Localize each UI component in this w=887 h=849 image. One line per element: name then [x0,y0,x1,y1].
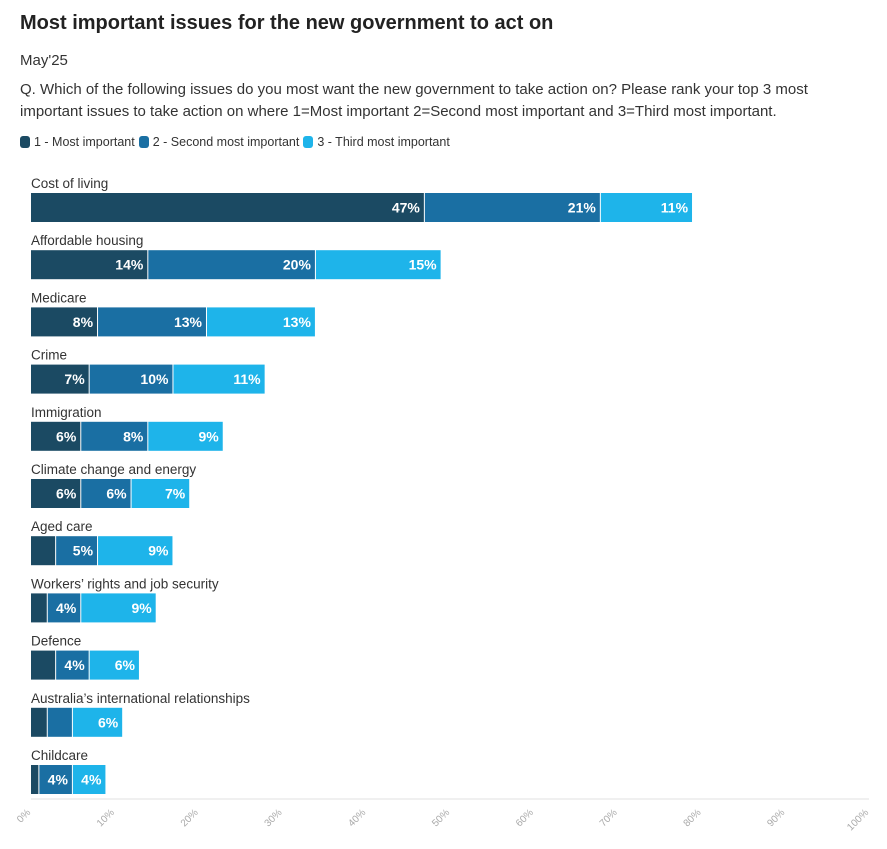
data-label: 7% [165,486,186,502]
legend-item-third-most-important[interactable]: 3 - Third most important [303,135,450,149]
bar-segment[interactable] [148,250,315,280]
x-tick-label: 30% [263,807,285,829]
bar-segment[interactable] [31,707,47,737]
bar-segment[interactable] [131,479,190,508]
legend-item-most-important[interactable]: 1 - Most important [20,135,135,149]
bar-segment[interactable] [31,307,98,337]
category-label: Australia’s international relationships [31,691,250,706]
bar-segment[interactable] [81,421,148,451]
category-label: Medicare [31,290,87,305]
data-label: 9% [131,600,152,616]
bar-segment[interactable] [206,307,315,337]
bar-segment[interactable] [31,421,81,451]
bar-segment[interactable] [600,193,693,222]
category-label: Aged care [31,519,93,534]
data-label: 11% [661,200,689,216]
category-label: Affordable housing [31,233,143,248]
bar-segment[interactable] [98,307,206,337]
data-label: 4% [56,600,77,616]
legend-item-second-most-important[interactable]: 2 - Second most important [138,135,300,149]
chart-subtitle: May'25 [20,52,68,69]
chart-legend: 1 - Most important 2 - Second most impor… [20,135,454,149]
data-label: 5% [73,543,94,559]
legend-label: 2 - Second most important [152,135,300,149]
x-tick-label: 90% [765,807,787,829]
category-label: Immigration [31,405,102,420]
bar-segment[interactable] [148,421,223,451]
bar-segment[interactable] [424,193,600,222]
category-label: Defence [31,634,81,649]
legend-label: 1 - Most important [34,135,135,149]
bar-segment[interactable] [47,707,72,737]
data-label: 6% [106,486,127,502]
data-label: 4% [64,657,85,673]
bar-segment[interactable] [47,593,81,623]
data-label: 47% [392,200,421,216]
data-label: 11% [233,371,261,387]
x-tick-label: 60% [514,807,536,829]
data-label: 15% [409,257,438,273]
data-label: 13% [174,314,203,330]
data-label: 8% [123,428,144,444]
data-label: 6% [115,657,136,673]
category-label: Childcare [31,748,88,763]
bar-segment[interactable] [31,536,56,566]
data-label: 9% [199,428,220,444]
legend-swatch [303,136,314,148]
category-label: Workers’ rights and job security [31,576,219,591]
survey-question: Q. Which of the following issues do you … [20,81,808,120]
data-label: 8% [73,314,94,330]
bar-segment[interactable] [56,536,98,566]
chart-title: Most important issues for the new govern… [20,12,554,34]
data-label: 7% [64,371,85,387]
data-label: 6% [98,714,119,730]
bar-segment[interactable] [315,250,441,280]
legend-swatch [138,136,149,148]
data-label: 20% [283,257,312,273]
legend-label: 3 - Third most important [317,135,450,149]
data-label: 9% [148,543,169,559]
bar-segment[interactable] [31,250,148,280]
data-label: 6% [56,428,77,444]
data-label: 4% [48,772,69,788]
category-label: Climate change and energy [31,462,196,477]
category-label: Crime [31,348,67,363]
bar-segment[interactable] [81,593,156,623]
bar-segment[interactable] [72,765,106,794]
data-label: 10% [140,371,169,387]
bar-segment[interactable] [173,364,265,394]
category-label: Cost of living [31,176,108,191]
x-tick-label: 0% [15,807,33,825]
bar-segment[interactable] [98,536,173,566]
x-tick-label: 80% [682,807,704,829]
data-label: 21% [568,200,597,216]
data-label: 14% [115,257,144,273]
legend-swatch [20,136,30,148]
bar-segment[interactable] [89,650,139,680]
bar-segment[interactable] [81,479,131,508]
x-tick-label: 40% [346,807,368,829]
data-label: 4% [81,772,102,788]
x-tick-label: 20% [179,807,201,829]
bar-segment[interactable] [31,193,424,222]
x-tick-label: 50% [430,807,452,829]
bar-segment[interactable] [31,650,56,680]
bar-segment[interactable] [31,593,47,623]
bar-segment[interactable] [72,707,123,737]
x-tick-label: 10% [95,807,117,829]
bar-segment[interactable] [31,364,89,394]
x-tick-label: 100% [845,807,871,833]
data-label: 13% [283,314,312,330]
bar-segment[interactable] [31,765,39,794]
bar-segment[interactable] [56,650,89,680]
bar-segment[interactable] [39,765,72,794]
bar-segment[interactable] [89,364,173,394]
data-label: 6% [56,486,77,502]
bar-segment[interactable] [31,479,81,508]
x-tick-label: 70% [598,807,620,829]
